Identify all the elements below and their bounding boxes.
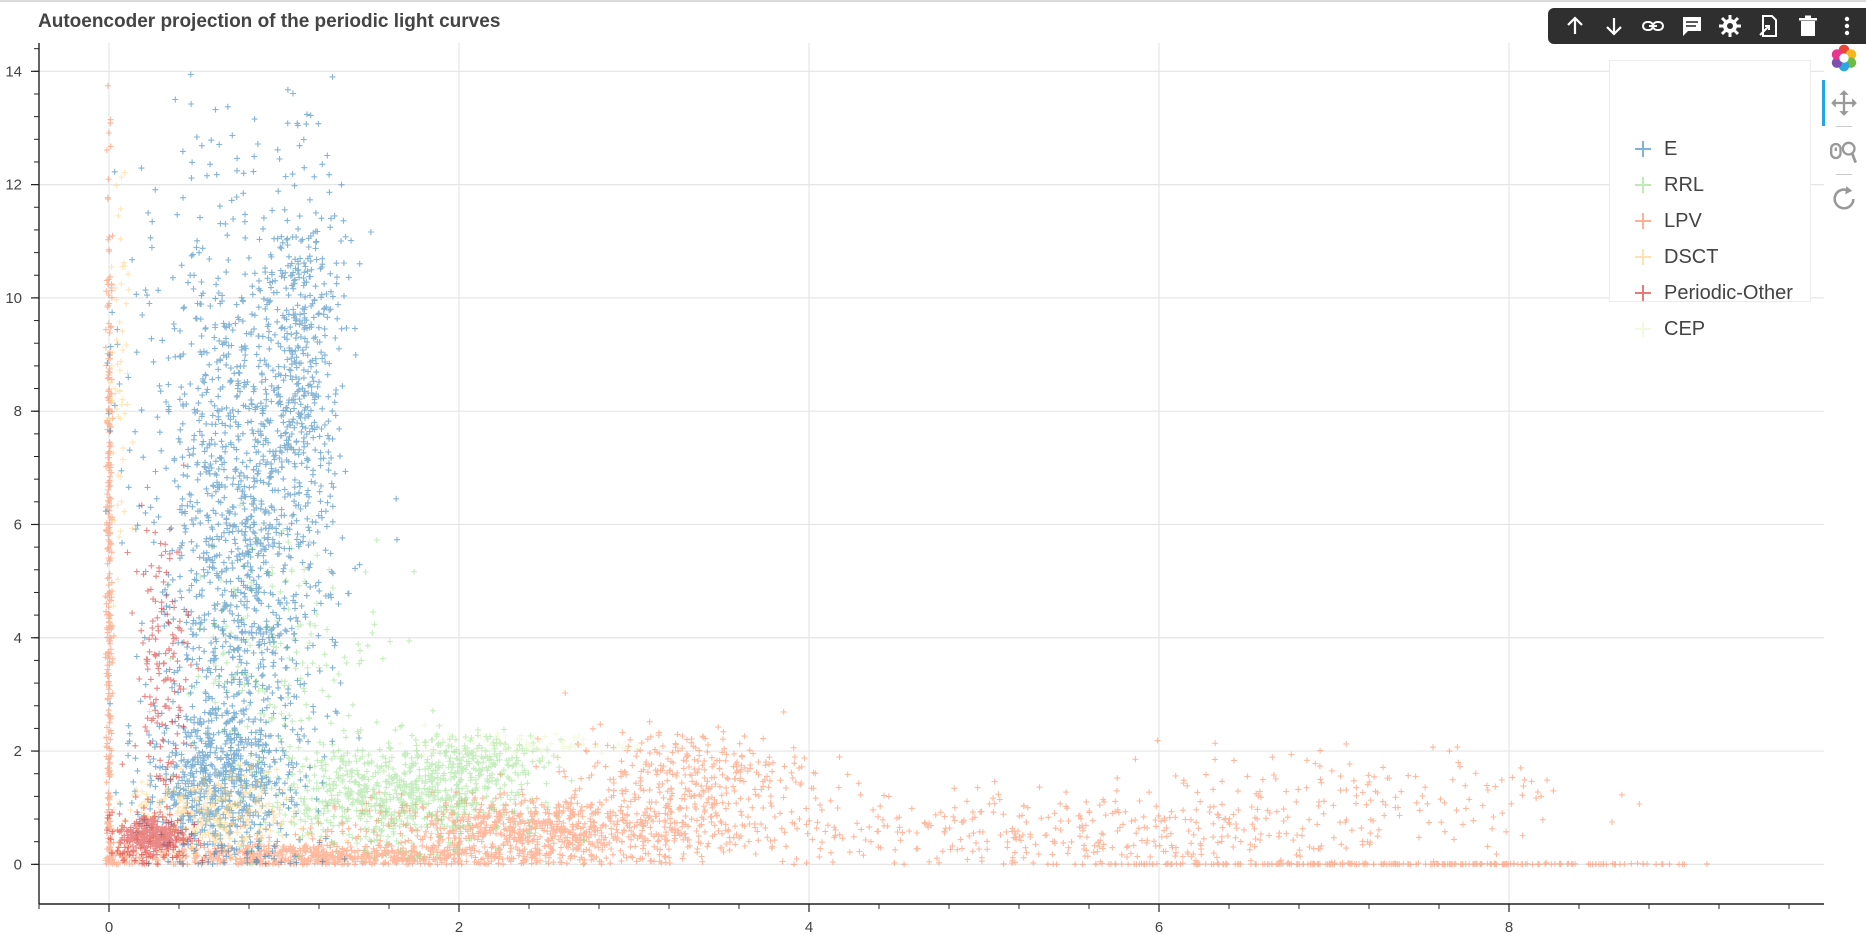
y-tick-label: 8 — [14, 403, 22, 420]
window-top-border — [0, 0, 1866, 2]
export-icon — [1759, 15, 1778, 37]
reset-tool[interactable] — [1826, 181, 1862, 217]
legend-label: CEP — [1664, 317, 1706, 340]
legend-item-dsct[interactable]: DSCT — [1634, 242, 1718, 272]
y-tick-label: 2 — [14, 743, 22, 760]
comment-icon — [1682, 17, 1701, 36]
legend-item-e[interactable]: E — [1634, 134, 1677, 164]
cell-toolbar — [1548, 8, 1866, 44]
x-tick-label: 6 — [1155, 919, 1163, 935]
scatter-marks — [102, 71, 400, 867]
arrow-down-icon — [1606, 18, 1622, 36]
y-tick-label: 10 — [5, 290, 22, 307]
series-rrl — [146, 502, 655, 868]
pan-tool[interactable] — [1826, 85, 1862, 121]
reset-icon — [1833, 186, 1855, 210]
x-tick-label: 2 — [455, 919, 463, 935]
scatter-marks — [105, 169, 350, 865]
series-periodic-other — [104, 462, 206, 868]
delete-button[interactable] — [1789, 8, 1828, 44]
pan-icon — [1831, 90, 1857, 116]
wheel-zoom-tool[interactable] — [1826, 133, 1862, 169]
move-up-button[interactable] — [1556, 8, 1595, 44]
legend: E RRL LPV DSCT Periodic-Other CEP — [1609, 60, 1811, 340]
move-down-button[interactable] — [1595, 8, 1634, 44]
cross-icon — [1634, 212, 1652, 230]
bokeh-toolbar — [1822, 40, 1866, 220]
link-icon — [1641, 21, 1664, 31]
link-button[interactable] — [1634, 8, 1673, 44]
scatter-marks — [146, 502, 655, 868]
trash-icon — [1798, 15, 1817, 36]
y-tick-label: 12 — [5, 177, 22, 194]
tool-separator — [1836, 174, 1852, 175]
tool-separator — [1836, 126, 1852, 127]
cross-icon — [1634, 140, 1652, 158]
grid — [39, 43, 1824, 904]
scatter-marks — [104, 462, 206, 868]
bokeh-logo[interactable] — [1826, 40, 1862, 76]
legend-label: E — [1664, 137, 1678, 160]
x-tick-label: 8 — [1505, 919, 1513, 935]
y-tick-label: 0 — [14, 856, 22, 873]
scatter-marks — [397, 722, 663, 763]
cross-icon — [1634, 248, 1652, 266]
legend-label: RRL — [1664, 173, 1705, 196]
gear-icon — [1719, 15, 1742, 37]
x-tick-label: 0 — [105, 919, 113, 935]
series-cep — [397, 722, 663, 763]
x-tick-label: 4 — [805, 919, 813, 935]
series-lpv — [102, 82, 1710, 868]
more-options-button[interactable] — [1827, 8, 1866, 44]
y-tick-label: 14 — [5, 63, 22, 80]
cross-icon — [1634, 284, 1652, 302]
bokeh-logo-icon — [1831, 44, 1857, 72]
arrow-up-icon — [1567, 16, 1584, 34]
active-tool-indicator — [1822, 80, 1825, 126]
y-tick-label: 6 — [14, 516, 22, 533]
scatter-marks — [102, 82, 1710, 868]
legend-label: DSCT — [1664, 245, 1719, 268]
more-icon — [1844, 16, 1849, 36]
legend-item-rrl[interactable]: RRL — [1634, 170, 1704, 200]
legend-item-lpv[interactable]: LPV — [1634, 206, 1702, 236]
settings-button[interactable] — [1711, 8, 1750, 44]
y-tick-label: 4 — [14, 630, 22, 647]
axes: 0 2 4 6 8 0 2 4 6 8 10 12 14 — [5, 43, 1824, 935]
comment-button[interactable] — [1672, 8, 1711, 44]
series-e — [102, 71, 400, 867]
open-in-editor-button[interactable] — [1750, 8, 1789, 44]
legend-label: Periodic-Other — [1664, 281, 1793, 304]
data-points — [102, 71, 1710, 868]
legend-label: LPV — [1664, 209, 1702, 232]
cross-icon — [1634, 176, 1652, 194]
wheel-zoom-icon — [1830, 141, 1857, 164]
cross-icon — [1634, 320, 1652, 338]
chart-title: Autoencoder projection of the periodic l… — [38, 11, 501, 32]
legend-item-cep[interactable]: CEP — [1634, 314, 1705, 344]
legend-item-periodic-other[interactable]: Periodic-Other — [1634, 278, 1793, 308]
series-dsct — [105, 169, 350, 865]
